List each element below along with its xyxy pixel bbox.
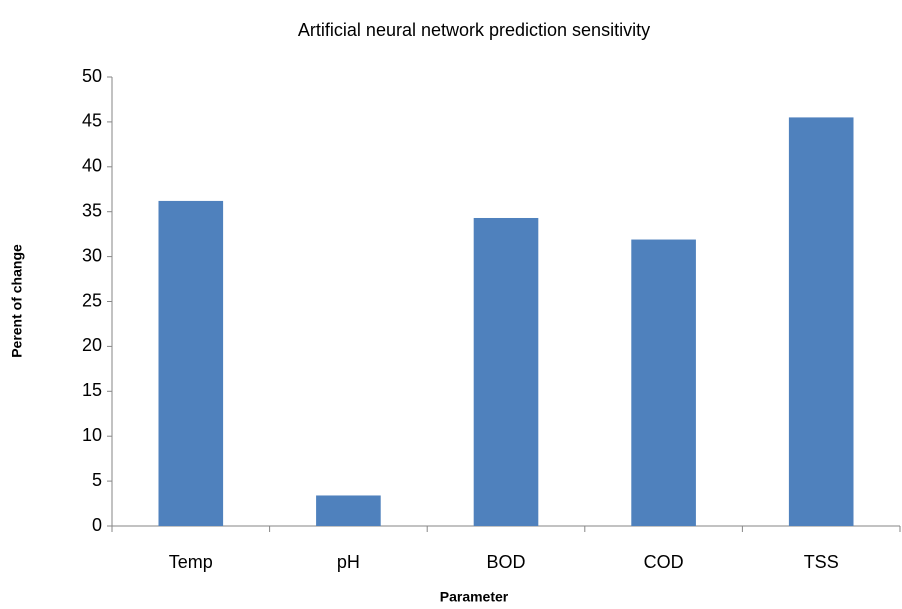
x-tick-label: COD	[644, 552, 684, 572]
x-tick-label: Temp	[169, 552, 213, 572]
y-tick-label: 20	[82, 335, 102, 355]
y-tick-label: 50	[82, 66, 102, 86]
x-tick-label: pH	[337, 552, 360, 572]
y-tick-label: 30	[82, 245, 102, 265]
bar	[631, 239, 696, 526]
x-tick-label: TSS	[804, 552, 839, 572]
bar	[473, 217, 539, 526]
y-tick-label: 0	[92, 515, 102, 535]
bar	[316, 495, 381, 526]
y-tick-label: 5	[92, 470, 102, 490]
y-tick-label: 35	[82, 200, 102, 220]
y-tick-label: 45	[82, 111, 102, 131]
y-tick-label: 10	[82, 425, 102, 445]
chart-title: Artificial neural network prediction sen…	[298, 20, 650, 40]
x-axis-title: Parameter	[440, 589, 509, 605]
y-tick-label: 40	[82, 156, 102, 176]
bar	[158, 200, 224, 526]
y-axis-title: Perent of change	[9, 244, 25, 358]
y-tick-label: 25	[82, 290, 102, 310]
bar	[788, 117, 854, 526]
y-tick-label: 15	[82, 380, 102, 400]
x-tick-label: BOD	[486, 552, 525, 572]
